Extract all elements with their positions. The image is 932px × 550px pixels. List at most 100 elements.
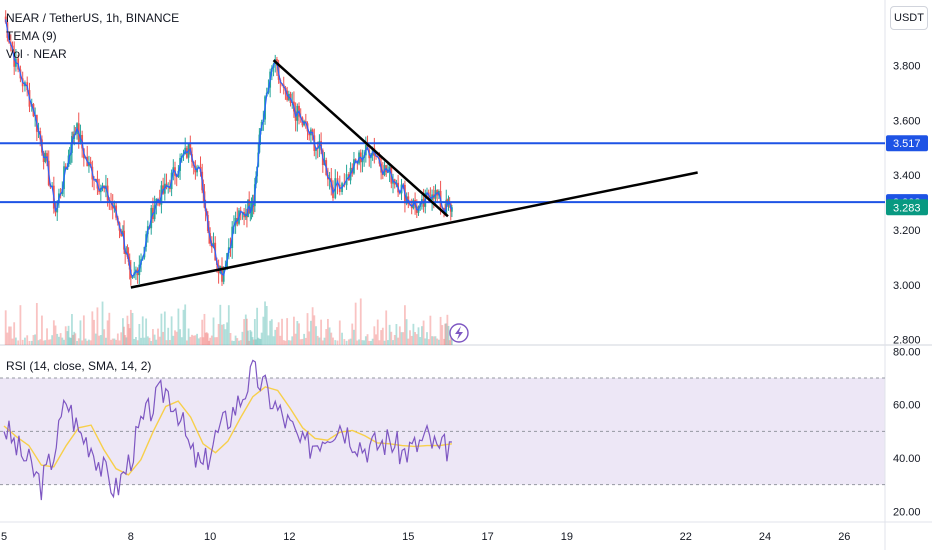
volume-bar [241, 331, 244, 345]
volume-bar [194, 335, 197, 345]
volume-bar [277, 322, 280, 345]
volume-bar [436, 338, 439, 345]
rsi-tick-label: 80.00 [893, 346, 921, 358]
volume-bar [152, 329, 154, 345]
volume-bar [61, 337, 64, 345]
tema-legend[interactable]: TEMA (9) [6, 29, 57, 43]
volume-bar [323, 337, 326, 345]
volume-bar [236, 338, 239, 345]
volume-bar [338, 320, 341, 345]
volume-bar [330, 332, 333, 345]
volume-bar [41, 315, 43, 345]
volume-bar [400, 332, 403, 345]
volume-bar [298, 323, 300, 345]
volume-bar [250, 331, 253, 345]
volume-legend[interactable]: Vol · NEAR [6, 47, 67, 61]
volume-bar [116, 333, 119, 345]
price-tick-label: 3.400 [893, 170, 921, 182]
horizontal-levels[interactable] [0, 142, 885, 204]
lightning-icon[interactable] [449, 323, 469, 343]
volume-bar [209, 337, 212, 345]
volume-bar [203, 313, 206, 345]
volume-bar [316, 335, 319, 345]
rsi-ma-line [3, 386, 453, 476]
volume-bar [410, 335, 413, 345]
volume-bar [73, 331, 76, 345]
volume-bar [231, 340, 234, 345]
volume-bar [205, 332, 208, 345]
volume-bar [187, 328, 190, 345]
volume-bar [279, 335, 282, 345]
volume-bar [46, 328, 48, 345]
volume-bar [407, 338, 410, 345]
volume-bar [373, 326, 376, 345]
volume-bar [224, 329, 227, 345]
volume-bar [257, 337, 260, 345]
volume-bar [303, 333, 306, 345]
volume-bar [247, 330, 249, 345]
volume-bar [93, 319, 95, 345]
volume-bar [221, 324, 223, 345]
volume-bar [376, 319, 379, 345]
volume-bar [260, 332, 263, 345]
volume-bar [89, 340, 92, 345]
volume-bar [274, 329, 277, 345]
volume-bar [105, 337, 107, 345]
rsi-axis[interactable]: 80.00 60.00 40.00 20.00 [893, 346, 921, 518]
volume-bar [370, 340, 372, 345]
volume-bar [96, 307, 99, 345]
rsi-tick-label: 40.00 [893, 453, 921, 465]
price-tick-label: 3.600 [893, 115, 921, 127]
volume-bar [310, 320, 312, 345]
volume-bar [189, 336, 192, 345]
volume-bar [191, 334, 193, 345]
volume-bar [141, 316, 144, 345]
volume-bar [115, 339, 118, 345]
volume-bar [246, 318, 248, 345]
volume-bar [127, 323, 130, 345]
volume-bar [238, 340, 240, 345]
volume-bar [226, 322, 229, 345]
volume-bar [422, 320, 425, 345]
volume-bar [326, 318, 329, 345]
volume-bar [146, 336, 149, 345]
volume-bar [258, 338, 261, 345]
volume-bar [443, 338, 445, 345]
volume-bar [233, 340, 235, 345]
time-tick-label: 5 [1, 531, 7, 543]
volume-bar [414, 332, 417, 345]
symbol-title: NEAR / TetherUS, 1h, BINANCE [6, 11, 180, 25]
volume-bar [315, 326, 317, 345]
volume-bar [17, 340, 20, 345]
volume-bar [262, 316, 265, 345]
volume-bar [306, 313, 309, 345]
volume-bar [44, 340, 47, 345]
volume-bar [34, 334, 37, 345]
volume-bar [192, 335, 195, 345]
volume-bar [405, 319, 408, 345]
volume-bar [42, 340, 45, 345]
rsi-legend[interactable]: RSI (14, close, SMA, 14, 2) [6, 359, 152, 373]
volume-bar [402, 332, 405, 345]
volume-bar [381, 327, 384, 345]
price-tick-label: 3.000 [893, 280, 921, 292]
price-tick-label: 2.800 [893, 335, 921, 347]
volume-bar [349, 338, 352, 345]
volume-bar [361, 340, 364, 345]
volume-bar [101, 301, 104, 345]
volume-bar [59, 333, 62, 345]
trendlines[interactable] [130, 59, 698, 289]
volume-bar [222, 324, 225, 345]
volume-bar [66, 331, 69, 345]
volume-bar [255, 339, 257, 345]
volume-bar [269, 320, 272, 345]
time-axis[interactable]: 5 8 10 12 15 17 19 22 24 26 [1, 531, 851, 543]
currency-button[interactable]: USDT [890, 6, 928, 30]
volume-bar [424, 338, 427, 345]
volume-bar [270, 319, 273, 345]
time-tick-label: 10 [204, 531, 216, 543]
volume-bar [14, 337, 17, 345]
volume-bar [175, 331, 178, 345]
